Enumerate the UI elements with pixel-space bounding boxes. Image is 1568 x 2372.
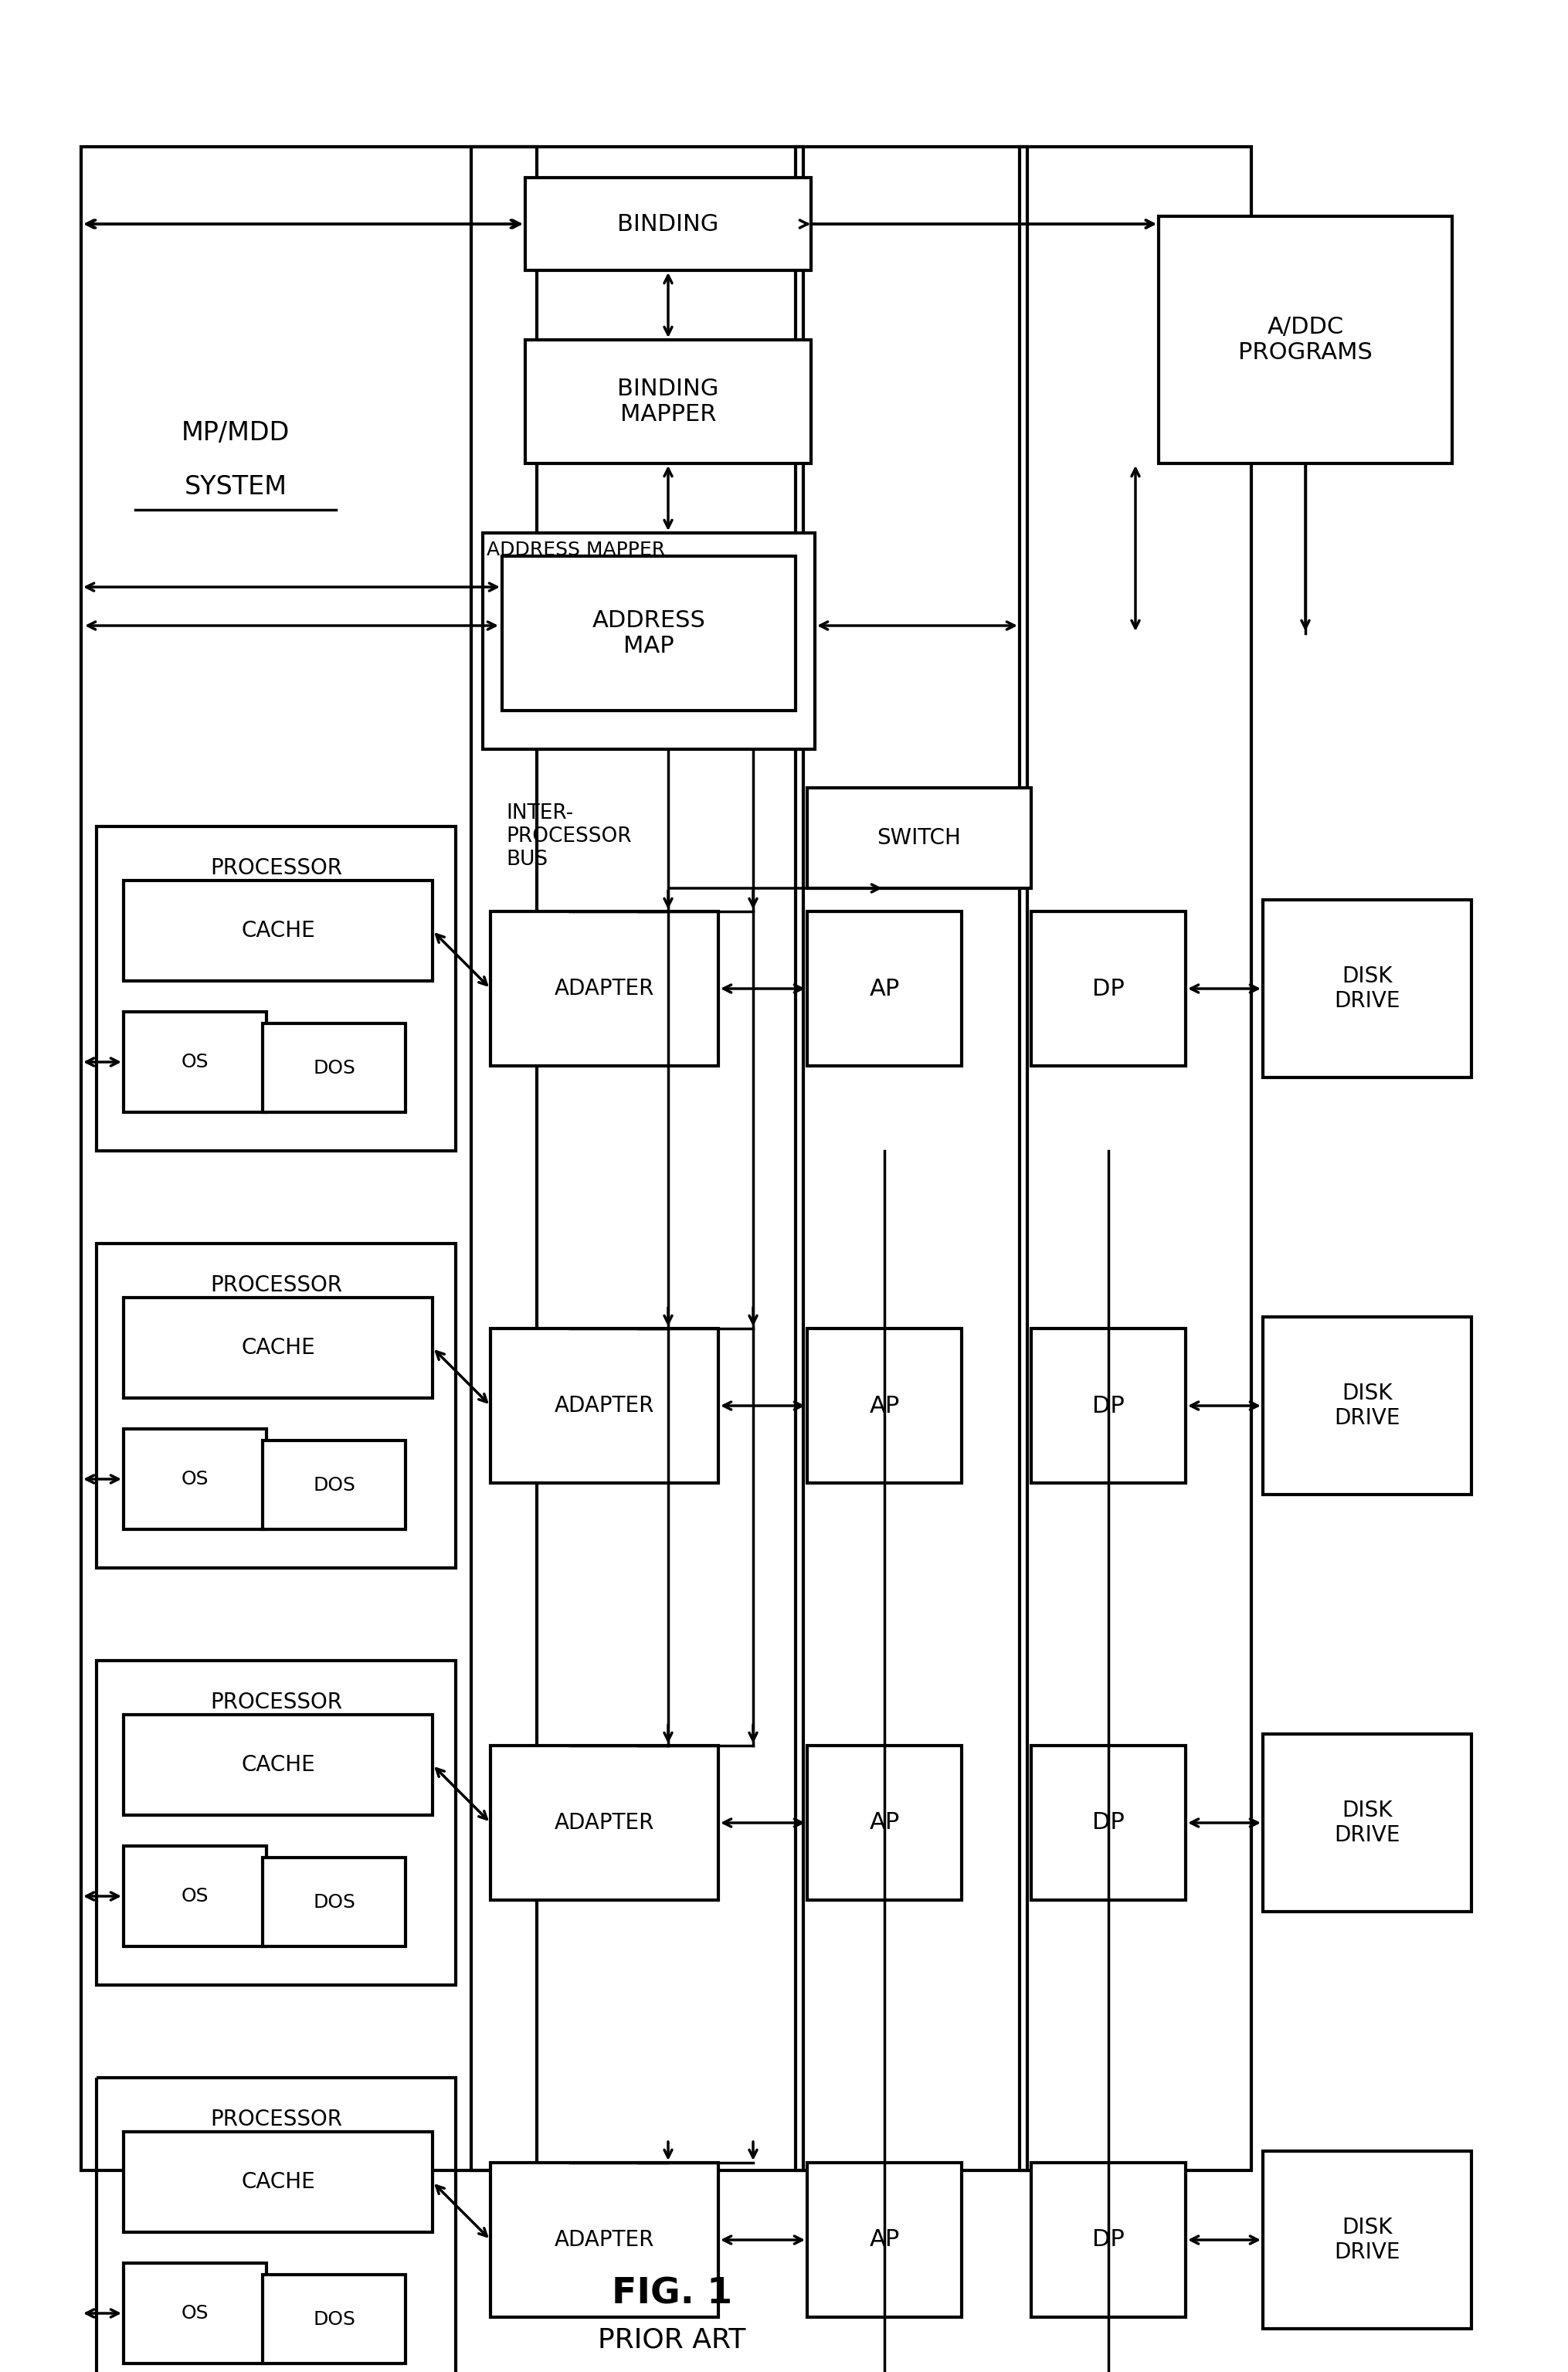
Text: DP: DP [1093,977,1124,1001]
Text: ADDRESS
MAP: ADDRESS MAP [593,610,706,657]
Text: MP/MDD: MP/MDD [182,420,290,446]
Bar [262,1440,406,1530]
Bar [262,2275,406,2363]
Text: OS: OS [182,2303,209,2322]
Text: DP: DP [1093,1395,1124,1416]
Text: PROCESSOR: PROCESSOR [210,856,342,880]
Text: ADAPTER: ADAPTER [555,1395,654,1416]
Text: DOS: DOS [314,1475,356,1494]
Bar [808,788,1032,887]
Bar [491,1328,718,1482]
Bar [502,555,795,712]
Bar [491,911,718,1065]
Bar [1262,1316,1471,1494]
Bar [525,339,811,463]
Text: DISK
DRIVE: DISK DRIVE [1334,965,1400,1013]
Bar [1159,216,1452,463]
Text: BINDING
MAPPER: BINDING MAPPER [618,377,718,427]
Bar [491,1746,718,1900]
Bar [124,1845,267,1947]
Text: DP: DP [1093,2230,1124,2251]
Bar [262,1857,406,1947]
Text: DOS: DOS [314,2310,356,2329]
Text: OS: OS [182,1888,209,1905]
Bar [491,2163,718,2317]
Text: FIG. 1: FIG. 1 [612,2277,732,2310]
Bar [124,1013,267,1112]
Text: AP: AP [869,1395,900,1416]
Bar [808,1328,961,1482]
Text: CACHE: CACHE [241,1753,315,1777]
Text: SWITCH: SWITCH [877,828,961,849]
Text: OS: OS [182,1471,209,1487]
Bar [1032,2163,1185,2317]
Text: ADAPTER: ADAPTER [555,2230,654,2251]
Bar [97,825,456,1150]
Bar [97,1660,456,1985]
Bar [97,1243,456,1568]
Text: DISK
DRIVE: DISK DRIVE [1334,2215,1400,2263]
Bar [1262,2151,1471,2329]
Bar [525,178,811,270]
Text: AP: AP [869,1812,900,1834]
Bar [124,1297,433,1397]
Bar [1032,1746,1185,1900]
Text: OS: OS [182,1053,209,1072]
Text: CACHE: CACHE [241,2170,315,2192]
Text: PROCESSOR: PROCESSOR [210,1691,342,1713]
Bar [124,1715,433,1815]
Bar [808,1746,961,1900]
Text: A/DDC
PROGRAMS: A/DDC PROGRAMS [1239,315,1372,363]
Bar [1032,911,1185,1065]
Bar [124,880,433,982]
Text: ADAPTER: ADAPTER [555,977,654,999]
Bar [483,534,815,750]
Bar [808,911,961,1065]
Text: AP: AP [869,977,900,1001]
Bar [124,2132,433,2232]
Bar [1262,899,1471,1077]
Bar [97,2078,456,2372]
Bar [795,147,1027,2170]
Bar [1262,1734,1471,1912]
Bar [1019,147,1251,2170]
Text: DP: DP [1093,1812,1124,1834]
Text: INTER-
PROCESSOR
BUS: INTER- PROCESSOR BUS [506,804,632,871]
Bar [262,1022,406,1112]
Text: DOS: DOS [314,1893,356,1912]
Bar [1032,1328,1185,1482]
Text: PRIOR ART: PRIOR ART [597,2327,746,2353]
Text: CACHE: CACHE [241,920,315,942]
Text: AP: AP [869,2230,900,2251]
Bar [808,2163,961,2317]
Text: CACHE: CACHE [241,1338,315,1359]
Text: DISK
DRIVE: DISK DRIVE [1334,1383,1400,1428]
Text: PROCESSOR: PROCESSOR [210,1274,342,1295]
Text: DISK
DRIVE: DISK DRIVE [1334,1800,1400,1845]
Bar [124,2263,267,2363]
Bar [470,147,803,2170]
Text: ADDRESS MAPPER: ADDRESS MAPPER [486,541,665,560]
Text: SYSTEM: SYSTEM [183,474,287,500]
Bar [124,1428,267,1530]
Bar [82,147,536,2170]
Text: ADAPTER: ADAPTER [555,1812,654,1834]
Text: BINDING: BINDING [618,213,718,235]
Text: PROCESSOR: PROCESSOR [210,2109,342,2130]
Text: DOS: DOS [314,1058,356,1077]
